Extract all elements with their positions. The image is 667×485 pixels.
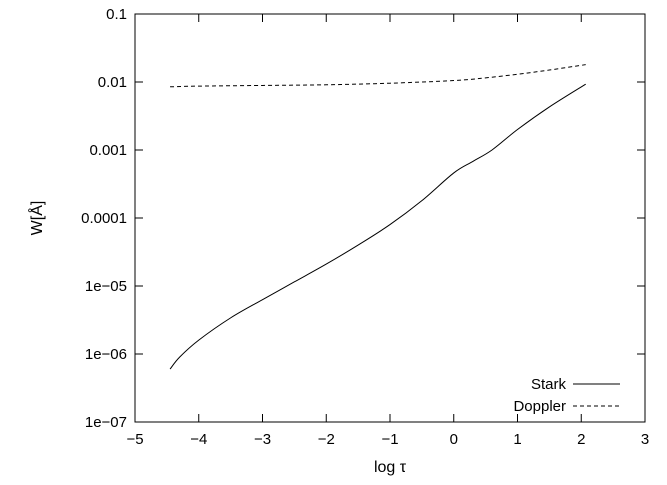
legend: Stark Doppler	[513, 376, 620, 415]
x-tick-label: −5	[126, 431, 143, 448]
y-ticks: 1e−07 1e−06 1e−05 0.0001 0.001 0.01 0.1	[81, 6, 645, 431]
y-tick-label: 1e−07	[85, 414, 127, 431]
x-ticks: −5 −4 −3 −2 −1 0 1 2 3	[126, 14, 649, 448]
x-tick-label: 3	[641, 431, 649, 448]
x-axis-label: log τ	[374, 459, 407, 476]
x-tick-label: −1	[381, 431, 398, 448]
plot-frame	[134, 13, 646, 423]
x-tick-label: −3	[254, 431, 271, 448]
x-tick-label: −2	[318, 431, 335, 448]
series-line-doppler	[170, 64, 586, 88]
y-tick-label: 0.1	[106, 6, 127, 23]
x-tick-label: −4	[190, 431, 207, 448]
y-tick-label: 0.01	[98, 74, 127, 91]
legend-label-stark: Stark	[531, 376, 567, 393]
y-tick-label: 0.001	[89, 142, 127, 159]
y-tick-label: 0.0001	[81, 210, 127, 227]
y-tick-label: 1e−05	[85, 278, 127, 295]
legend-label-doppler: Doppler	[513, 398, 566, 415]
series-line-stark	[169, 83, 586, 370]
y-axis-label: W[Å]	[27, 201, 46, 236]
x-tick-label: 2	[577, 431, 585, 448]
x-tick-label: 1	[513, 431, 521, 448]
y-tick-label: 1e−06	[85, 346, 127, 363]
x-tick-label: 0	[450, 431, 458, 448]
series-layer	[169, 64, 586, 370]
